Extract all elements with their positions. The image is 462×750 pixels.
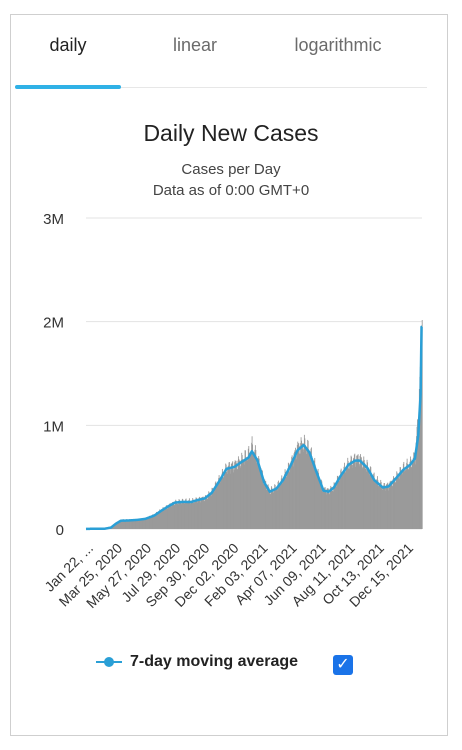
y-tick-label: 1M (43, 418, 64, 435)
legend[interactable]: 7-day moving average (96, 650, 298, 674)
y-tick-label: 0 (56, 522, 64, 539)
daily-cases-chart: 01M2M3MJan 22, ...Mar 25, 2020May 27, 20… (0, 0, 462, 650)
legend-label: 7-day moving average (130, 653, 298, 671)
y-tick-label: 3M (43, 211, 64, 228)
moving-average-checkbox[interactable]: ✓ (333, 655, 353, 675)
y-tick-label: 2M (43, 315, 64, 332)
moving-average-legend-icon (96, 656, 122, 668)
